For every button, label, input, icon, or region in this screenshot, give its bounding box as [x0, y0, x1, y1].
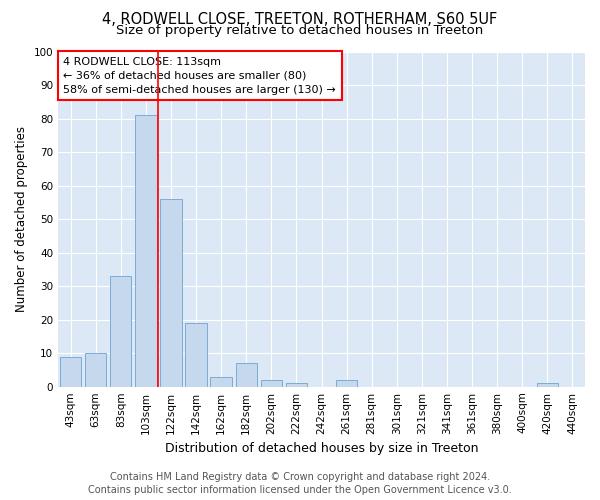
Bar [85, 353, 106, 386]
Bar [536, 384, 558, 386]
Text: 4, RODWELL CLOSE, TREETON, ROTHERHAM, S60 5UF: 4, RODWELL CLOSE, TREETON, ROTHERHAM, S6… [103, 12, 497, 28]
Bar [211, 376, 232, 386]
Bar [286, 384, 307, 386]
Text: Contains HM Land Registry data © Crown copyright and database right 2024.
Contai: Contains HM Land Registry data © Crown c… [88, 472, 512, 495]
Bar [236, 363, 257, 386]
Bar [260, 380, 282, 386]
Bar [185, 323, 207, 386]
Y-axis label: Number of detached properties: Number of detached properties [15, 126, 28, 312]
Bar [110, 276, 131, 386]
Bar [135, 115, 157, 386]
Bar [336, 380, 357, 386]
Bar [60, 356, 81, 386]
Text: Size of property relative to detached houses in Treeton: Size of property relative to detached ho… [116, 24, 484, 37]
Bar [160, 199, 182, 386]
Text: 4 RODWELL CLOSE: 113sqm
← 36% of detached houses are smaller (80)
58% of semi-de: 4 RODWELL CLOSE: 113sqm ← 36% of detache… [64, 56, 336, 94]
X-axis label: Distribution of detached houses by size in Treeton: Distribution of detached houses by size … [165, 442, 478, 455]
